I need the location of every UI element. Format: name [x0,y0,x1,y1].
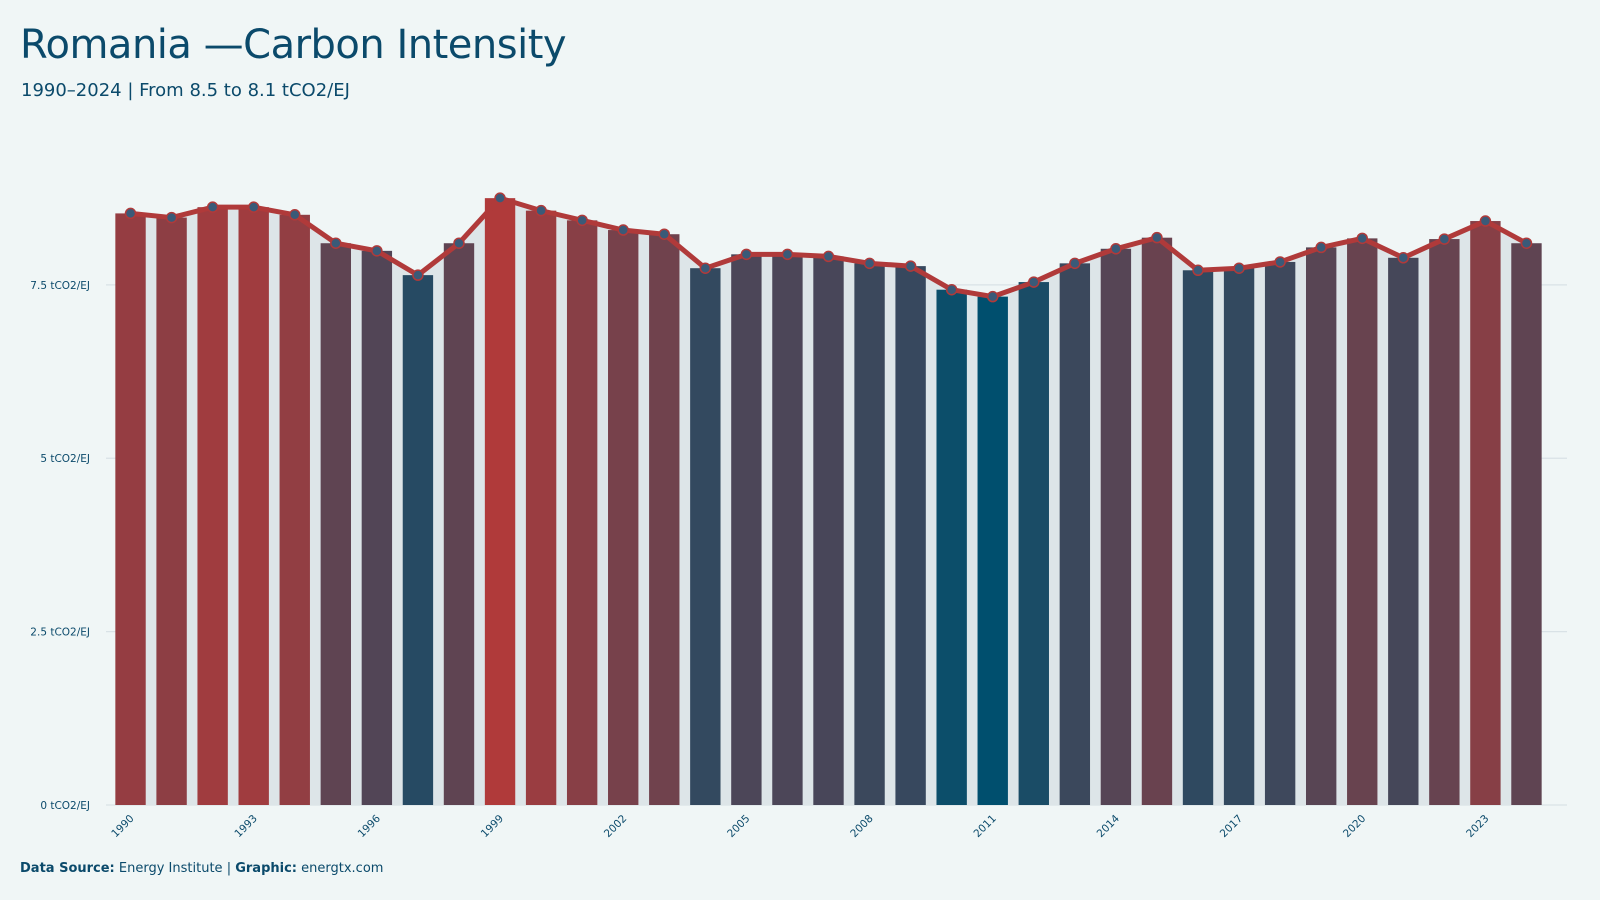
x-tick-label: 2014 [1095,812,1123,840]
bar-2019 [1305,247,1337,806]
bar-2013 [1059,263,1091,805]
point-2018 [1274,256,1286,268]
point-2003 [658,228,671,240]
point-1994 [289,209,301,221]
graphic-label: Graphic: [235,861,297,876]
graphic-value: energtx.com [301,861,384,876]
point-2005 [740,248,753,261]
point-2010 [945,283,958,296]
chart-title: Romania —Carbon Intensity [20,22,567,68]
bar-2023 [1470,221,1501,806]
x-tick-label: 2002 [602,813,629,840]
x-axis-ticks: 1990 1993 1996 1999 2002 2005 2008 2011 2014 2017… [109,812,1491,840]
point-2012 [1028,276,1040,288]
point-2006 [781,248,794,261]
bar-2021 [1388,257,1419,806]
chart-footer: Data Source: Energy Institute | Graphic:… [20,861,383,876]
bar-2014 [1100,248,1132,806]
point-2021 [1397,252,1410,264]
point-2001 [576,214,588,227]
bar-2005 [731,254,762,806]
point-2011 [986,290,999,303]
x-tick-label: 2023 [1464,813,1491,840]
bar-1990 [115,213,146,806]
point-2007 [822,250,835,263]
point-2022 [1438,233,1451,245]
y-tick-label: 7.5 tCO2/EJ [30,280,90,292]
point-2000 [535,204,547,217]
bar-layer [115,198,1542,806]
point-2002 [617,224,629,236]
bar-1996 [361,250,393,805]
bar-2012 [1018,282,1049,805]
point-2015 [1151,231,1163,244]
bar-2008 [854,263,885,805]
point-2004 [699,262,712,274]
source-value: Energy Institute [118,861,223,876]
point-1999 [494,192,506,204]
chart-subtitle: 1990–2024 | From 8.5 to 8.1 tCO2/EJ [21,80,350,101]
bar-2024 [1511,243,1542,805]
point-1997 [412,269,424,281]
point-1998 [453,237,465,249]
bar-2017 [1223,268,1255,805]
x-tick-label: 1996 [356,812,384,840]
line-layer [124,192,1533,303]
point-1996 [371,245,383,257]
bar-2016 [1182,270,1214,806]
bar-1997 [402,275,434,805]
point-1995 [330,237,342,249]
y-tick-label: 2.5 tCO2/EJ [30,627,90,639]
bar-1995 [320,243,352,805]
bar-1991 [156,217,187,805]
x-tick-label: 2011 [971,813,998,840]
point-2016 [1192,264,1204,277]
x-tick-label: 1990 [109,813,136,840]
point-1993 [247,201,260,213]
footer-separator: | [226,861,232,876]
point-2023 [1479,215,1492,227]
point-2009 [904,260,917,272]
point-2008 [863,257,876,270]
x-tick-label: 2005 [725,813,752,840]
bar-2001 [566,220,598,805]
x-tick-label: 2017 [1218,813,1245,840]
x-tick-label: 1999 [479,813,506,840]
bar-1992 [197,207,228,806]
x-tick-label: 2008 [848,813,875,840]
bar-2020 [1347,238,1378,805]
bar-1993 [238,207,269,806]
bar-2002 [608,230,639,805]
bar-2007 [813,256,844,806]
point-2024 [1520,237,1533,249]
bar-2018 [1264,261,1296,805]
y-tick-label: 5 tCO2/EJ [40,453,90,465]
bar-2022 [1429,239,1460,805]
point-2019 [1315,241,1327,254]
bar-2004 [690,268,721,805]
bar-2011 [977,296,1008,805]
point-1992 [206,201,219,213]
bar-2015 [1141,237,1173,805]
source-label: Data Source: [20,861,115,876]
y-tick-label: 0 tCO2/EJ [40,800,90,812]
bar-2010 [936,289,967,805]
bar-2000 [525,210,557,805]
x-tick-label: 1993 [232,813,259,840]
x-tick-label: 2020 [1341,813,1368,840]
y-axis-ticks: 0 tCO2/EJ 2.5 tCO2/EJ 5 tCO2/EJ 7.5 tCO2/EJ [30,280,90,812]
bar-1994 [279,214,310,805]
bar-1998 [443,243,475,805]
point-2020 [1356,232,1368,245]
point-2017 [1233,262,1245,274]
bar-2006 [772,254,803,806]
point-1990 [124,207,137,220]
bar-2009 [895,266,926,805]
point-2013 [1069,257,1081,270]
bar-1999 [484,198,516,806]
bar-2003 [649,234,680,806]
point-2014 [1110,243,1122,255]
point-1991 [165,211,178,224]
